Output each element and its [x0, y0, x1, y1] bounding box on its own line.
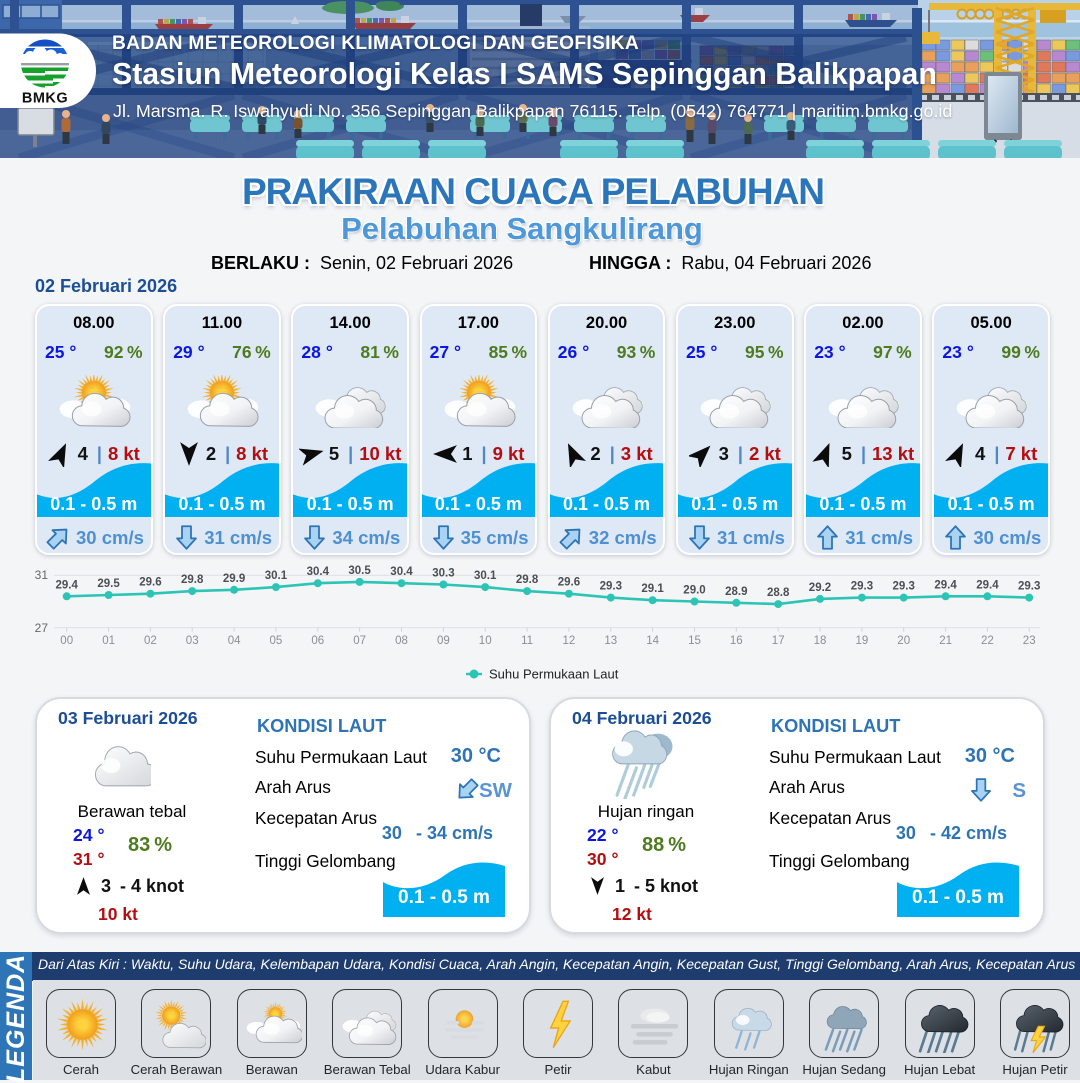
svg-text:10: 10 — [479, 635, 492, 647]
svg-text:15: 15 — [688, 635, 701, 647]
svg-text:29.3: 29.3 — [1018, 581, 1040, 593]
svg-text:13: 13 — [604, 635, 617, 647]
svg-text:30.5: 30.5 — [348, 565, 371, 577]
svg-text:29.3: 29.3 — [600, 581, 622, 593]
svg-text:29.3: 29.3 — [851, 581, 873, 593]
svg-text:29.8: 29.8 — [181, 574, 204, 586]
svg-text:27: 27 — [35, 621, 49, 635]
svg-text:28.8: 28.8 — [767, 587, 790, 599]
svg-text:00: 00 — [60, 635, 73, 647]
svg-text:21: 21 — [939, 635, 952, 647]
svg-text:30.1: 30.1 — [474, 570, 497, 582]
svg-text:20: 20 — [897, 635, 910, 647]
svg-text:07: 07 — [353, 635, 366, 647]
svg-text:28.9: 28.9 — [725, 586, 747, 598]
svg-text:29.2: 29.2 — [809, 582, 831, 594]
svg-text:29.4: 29.4 — [934, 579, 957, 591]
svg-text:29.6: 29.6 — [139, 577, 161, 589]
svg-text:29.0: 29.0 — [683, 585, 705, 597]
svg-text:30.4: 30.4 — [307, 566, 330, 578]
svg-text:03: 03 — [186, 635, 199, 647]
svg-text:16: 16 — [730, 635, 743, 647]
svg-text:05: 05 — [270, 635, 283, 647]
svg-text:12: 12 — [563, 635, 576, 647]
svg-text:06: 06 — [311, 635, 324, 647]
svg-text:30.1: 30.1 — [265, 570, 288, 582]
svg-text:29.9: 29.9 — [223, 573, 245, 585]
svg-text:29.6: 29.6 — [558, 577, 580, 589]
svg-text:29.1: 29.1 — [641, 583, 664, 595]
svg-text:29.4: 29.4 — [56, 579, 79, 591]
svg-text:22: 22 — [981, 635, 994, 647]
svg-text:11: 11 — [521, 635, 533, 647]
svg-text:29.8: 29.8 — [516, 574, 539, 586]
svg-text:31: 31 — [35, 568, 49, 582]
svg-text:29.4: 29.4 — [976, 579, 999, 591]
svg-text:Suhu Permukaan Laut: Suhu Permukaan Laut — [489, 667, 619, 682]
svg-text:01: 01 — [102, 635, 115, 647]
svg-text:08: 08 — [395, 635, 408, 647]
svg-text:30.3: 30.3 — [432, 568, 454, 580]
svg-text:18: 18 — [814, 635, 827, 647]
svg-text:09: 09 — [437, 635, 450, 647]
svg-text:29.3: 29.3 — [893, 581, 915, 593]
svg-text:02: 02 — [144, 635, 157, 647]
svg-text:19: 19 — [856, 635, 869, 647]
svg-text:30.4: 30.4 — [390, 566, 413, 578]
svg-text:17: 17 — [772, 635, 785, 647]
svg-text:04: 04 — [228, 635, 241, 647]
svg-text:14: 14 — [646, 635, 659, 647]
svg-text:23: 23 — [1023, 635, 1036, 647]
svg-text:29.5: 29.5 — [97, 578, 120, 590]
svg-text:BMKG: BMKG — [22, 91, 68, 107]
